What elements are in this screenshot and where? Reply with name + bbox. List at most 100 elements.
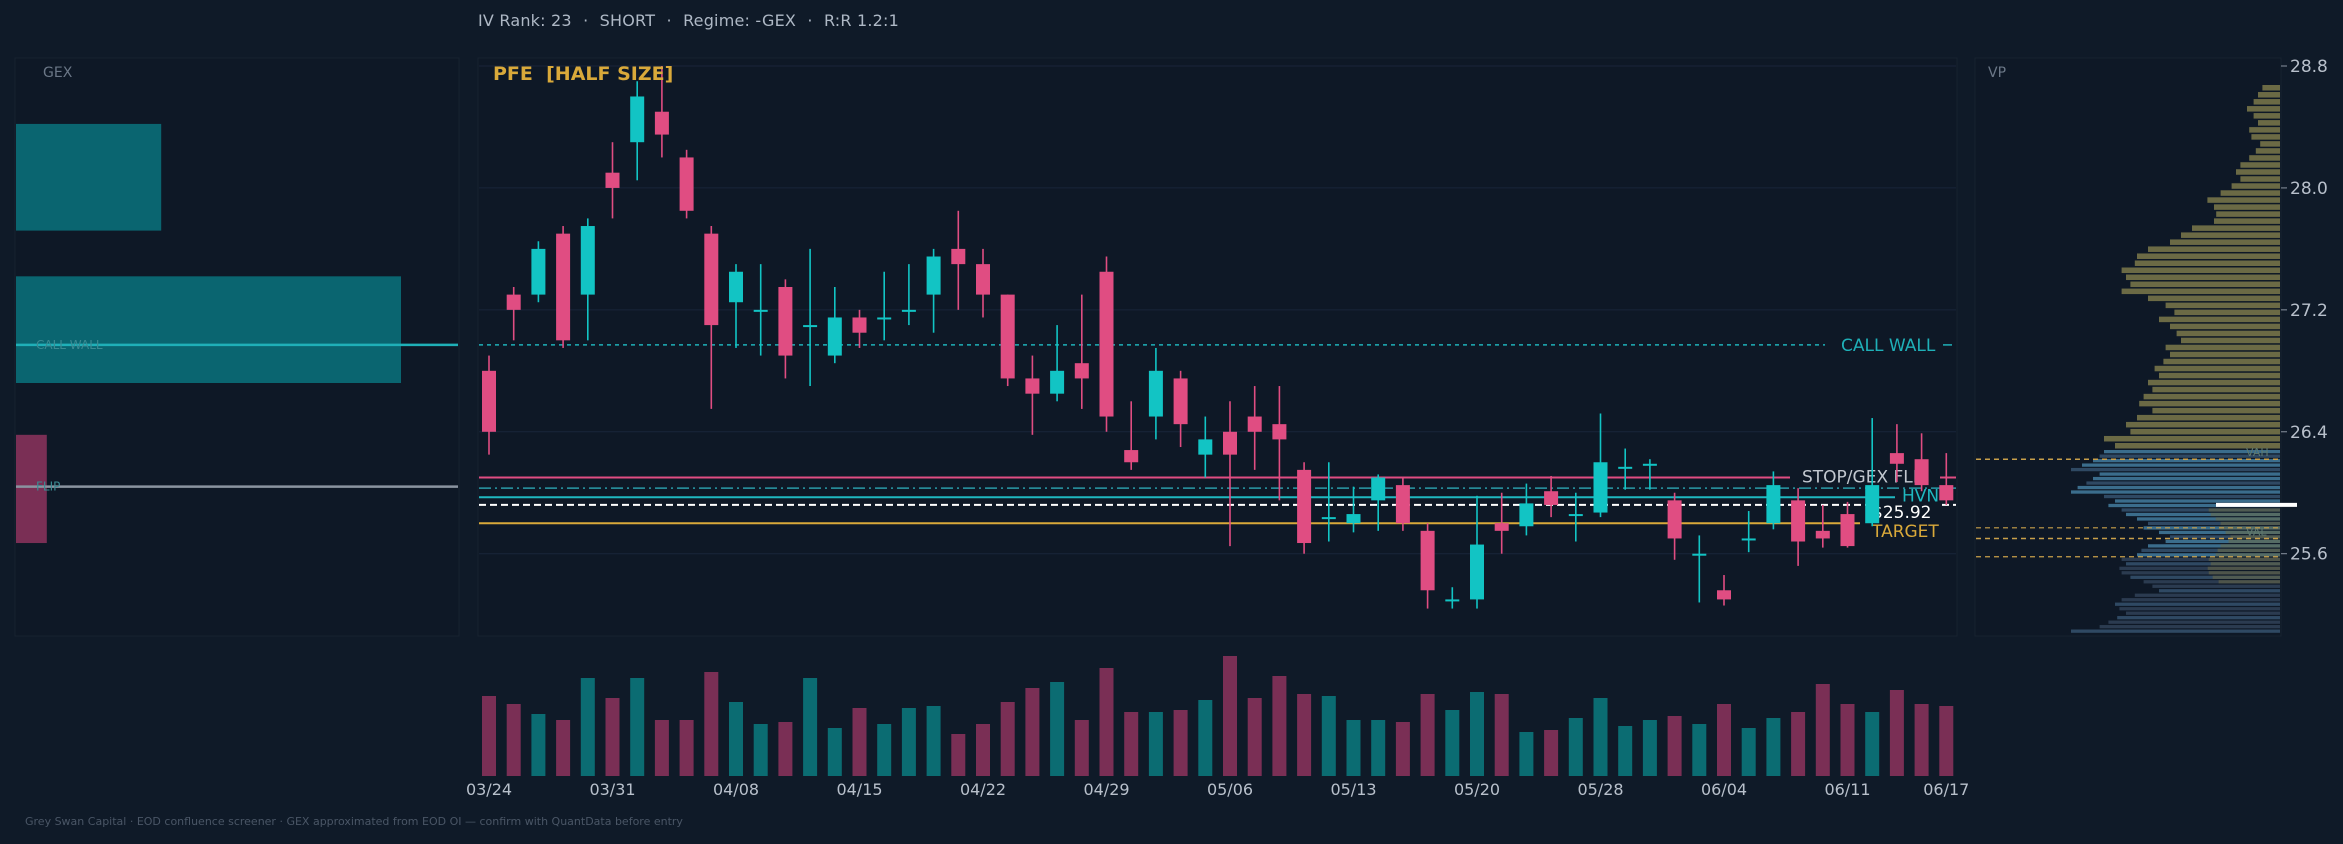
candle-body [1025,378,1040,394]
candle-body [1519,503,1534,527]
volume-bar [1025,688,1040,776]
vp-bar-upper [2165,344,2280,351]
volume-bar [1544,730,1559,776]
vp-bar-lower [2130,575,2280,579]
candle-body [803,325,818,328]
candle-body [605,172,620,188]
volume-bar [852,708,867,776]
volume-bar [1445,710,1460,776]
vp-bar-lower [2086,481,2280,485]
vp-panel-label: VP [1988,65,2006,81]
candles [482,66,1954,609]
vp-bar-upper [2220,190,2280,196]
chart-title: PFE [HALF SIZE] [493,63,673,85]
y-tick-label: 28.8 [2290,57,2328,77]
vp-bar-overlay [2230,535,2280,539]
candle-body [1148,370,1163,417]
volume-bar [1173,710,1188,776]
vp-bar-overlay [2207,566,2280,570]
candle-body [729,271,743,303]
volume-bar [778,722,793,776]
stop-label: STOP/GEX FLIP [1802,467,1928,487]
vp-bar-upper [2214,218,2280,224]
vp-level-label: VAL [2246,525,2267,538]
vp-bar-upper [2240,176,2280,182]
vp-bar-upper [2148,379,2280,386]
vp-bar-upper [2163,358,2280,365]
candle-body [679,157,694,211]
vp-bar-lower [2159,530,2280,535]
candle-body [654,111,669,135]
candle-body [1395,485,1410,524]
volume-bar [679,720,694,776]
candle-body [901,309,916,312]
vp-bar-upper [2214,204,2280,210]
vp-bar-upper [2104,435,2280,442]
volume-bar [1618,726,1633,776]
vp-bar-upper [2139,400,2280,407]
volume-bar [1247,698,1262,776]
candle-body [1223,431,1237,455]
vp-bar-overlay [2220,544,2280,548]
volume-bar [1470,692,1484,776]
vp-bar-overlay [2210,562,2280,566]
candle-body [877,317,892,320]
vp-bar-upper [2143,393,2280,400]
vp-bar-upper [2249,127,2280,133]
volume-bar [580,678,595,776]
volume-bar [877,724,892,776]
candle-body [1272,424,1287,440]
volume-bar [951,734,966,776]
vp-bar-overlay [2212,575,2280,579]
gex-bar [16,123,162,231]
candle-body [1618,466,1633,469]
vp-bar-lower [2117,616,2280,620]
vp-bar-upper [2255,148,2280,154]
candle-body [1000,294,1015,379]
vp-bar-upper [2258,120,2280,126]
vp-bar-lower [2119,566,2280,570]
volume-bar [531,714,546,776]
volume-bar [1914,704,1929,776]
vp-bar-lower [2108,503,2280,508]
volume-bar [1889,690,1904,776]
vp-bar-upper [2165,302,2280,309]
candle-body [753,309,768,312]
gex-level-label: FLIP [36,480,60,494]
candle-body [1371,477,1386,501]
x-tick-label: 06/04 [1701,780,1747,799]
candle-body [1791,500,1806,542]
vp-bar-upper [2154,365,2280,372]
vp-bar-upper [2251,134,2280,140]
vp-bar-upper [2134,260,2280,266]
volume-bar [704,672,719,776]
vp-bar-upper [2181,232,2280,238]
volume-bar [1815,684,1830,776]
separator: · [666,11,672,30]
vp-bar-overlay [2208,571,2280,575]
vp-bar-upper [2260,141,2280,147]
volume-bar [1321,696,1336,776]
vp-bar-upper [2170,351,2280,358]
candle-body [1939,485,1954,501]
volume-bar [1074,720,1089,776]
x-tick-label: 05/20 [1454,780,1500,799]
candle-body [1198,439,1213,455]
vp-level-label: VAH [2246,446,2269,459]
vp-bar-lower [2115,499,2280,503]
vp-bar-lower [2099,454,2280,458]
volume-bar [1865,712,1880,776]
x-axis: 03/24 03/31 04/08 04/15 04/22 04/29 05/06 05/13… [466,780,1969,799]
candle-body [506,294,521,310]
volume-bar [630,678,645,776]
candle-body [1815,530,1830,539]
vp-bar-upper [2181,337,2280,344]
vp-bar-upper [2249,155,2280,161]
candle-body [1247,416,1262,432]
volume-bar [1519,732,1534,776]
volume-bar [1000,702,1015,776]
candle-body [1297,469,1312,544]
vp-bar-lower [2126,562,2280,566]
volume-bar [605,698,620,776]
vp-bar-upper [2258,92,2280,98]
